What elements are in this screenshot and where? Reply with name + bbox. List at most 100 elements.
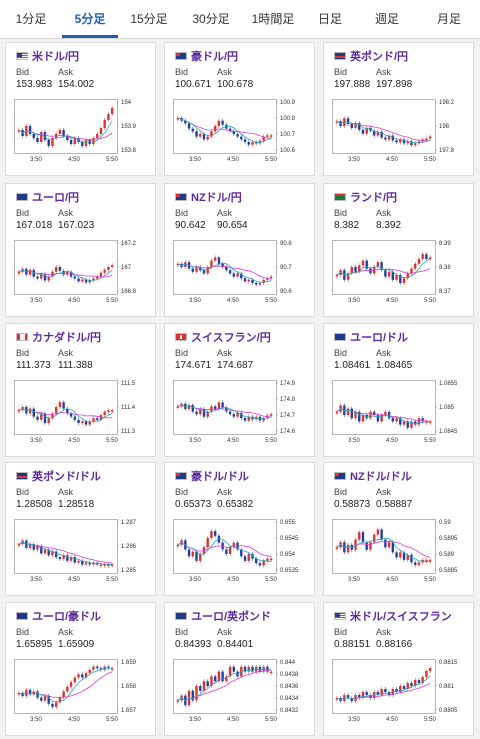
candle-body [176,544,180,547]
tab-3[interactable]: 30分足 [192,12,230,26]
pair-name[interactable]: 豪ドル/円 [191,51,239,63]
rate-card[interactable]: ユーロ/ドル Bid Ask 1.08461 1.08465 1.0855 1.085 1.0… [323,323,474,457]
candle-body [199,686,202,691]
y-tick-label: 8.37 [439,289,451,295]
pair-header: 英ポンド/ドル [16,469,101,483]
pair-header: ユーロ/豪ドル [16,609,101,623]
x-tick-label: 5:50 [106,157,118,163]
pair-name[interactable]: スイスフラン/円 [191,332,271,344]
candle-body [81,674,84,678]
pair-name[interactable]: 米ドル/スイスフラン [350,611,452,623]
y-tick-label: 1.287 [121,520,137,526]
candle-body [96,276,99,279]
candle-body [210,260,213,267]
y-tick-label: 0.655 [280,520,296,526]
candle-body [384,539,387,548]
y-tick-label: 167 [121,265,132,271]
rate-card[interactable]: 米ドル/スイスフラン Bid Ask 0.88151 0.88166 0.8815 0.88… [323,602,474,736]
candle-body [410,268,413,274]
tab-7[interactable]: 月足 [436,12,461,26]
y-tick-label: 0.8432 [280,708,299,714]
rate-card[interactable]: 英ポンド/円 Bid Ask 197.888 197.898 198.2 198 197.8 3… [323,42,474,176]
candle-body [350,408,353,419]
pair-name[interactable]: ユーロ/英ポンド [191,611,272,623]
tab-6[interactable]: 週足 [374,12,399,26]
pair-header: 米ドル/円 [16,49,79,63]
tab-4[interactable]: 1時間足 [251,12,295,26]
tab-5[interactable]: 日足 [317,12,342,26]
candle-body [358,411,361,422]
pair-name[interactable]: ランド/円 [350,192,398,204]
pair-name[interactable]: 英ポンド/ドル [32,471,102,483]
candle-body [410,683,413,686]
bid-label: Bid [175,487,189,497]
candle-body [88,421,91,425]
pair-header: ランド/円 [334,190,397,204]
candle-body [346,695,350,698]
candle-body [28,689,32,695]
candle-body [88,280,91,283]
ma-short-line [177,262,272,283]
candle-body [92,278,95,281]
tab-1[interactable]: 5分足 [62,0,118,38]
candle-body [225,676,228,682]
rate-card[interactable]: スイスフラン/円 Bid Ask 174.671 174.687 174.9 174.8 17… [164,323,315,457]
candle-body [372,534,376,543]
candle-body [210,676,213,686]
candle-body [73,557,77,563]
tab-2[interactable]: 15分足 [130,12,168,26]
pair-name[interactable]: NZドル/円 [191,192,242,204]
candle-body [210,131,213,137]
candle-body [107,564,110,566]
rate-card[interactable]: カナダドル/円 Bid Ask 111.373 111.388 111.5 111.4 111… [5,323,156,457]
candle-body [255,283,258,285]
pair-name[interactable]: 英ポンド/円 [350,51,409,63]
price-chart: 0.59 0.5895 0.589 0.5885 3:50 4:50 5:50 [332,519,468,583]
candle-body [221,263,224,267]
candle-body [228,411,232,415]
tab-0[interactable]: 1分足 [15,12,47,26]
price-chart: 111.5 111.4 111.3 3:50 4:50 5:50 [14,380,150,444]
rate-card[interactable]: NZドル/円 Bid Ask 90.642 90.654 90.8 90.7 90.6 3:50… [164,183,315,317]
pair-header: スイスフラン/円 [175,330,271,344]
candle-body [425,254,428,259]
price-chart: 90.8 90.7 90.6 3:50 4:50 5:50 [173,240,309,304]
candle-body [402,278,406,283]
candle-body [266,558,269,561]
candle-body [32,544,35,550]
candle-body [361,532,365,543]
pair-name[interactable]: ユーロ/円 [32,192,80,204]
rate-card[interactable]: 英ポンド/ドル Bid Ask 1.28508 1.28518 1.287 1.286 1.2… [5,462,156,596]
candle-body [376,692,380,695]
price-chart: 154 153.9 153.8 3:50 4:50 5:50 [14,99,150,163]
rate-card[interactable]: ユーロ/英ポンド Bid Ask 0.84393 0.84401 0.844 0.8438 0… [164,602,315,736]
pair-name[interactable]: ユーロ/ドル [350,332,409,344]
rate-card[interactable]: 米ドル/円 Bid Ask 153.983 154.002 154 153.9 153.8 3:… [5,42,156,176]
rate-card[interactable]: NZドル/ドル Bid Ask 0.58873 0.58887 0.59 0.5895 0.5… [323,462,474,596]
rate-card[interactable]: ユーロ/豪ドル Bid Ask 1.65895 1.65909 1.659 1.658 1.6… [5,602,156,736]
x-tick-label: 3:50 [348,438,360,444]
rate-card[interactable]: 豪ドル/ドル Bid Ask 0.65373 0.65382 0.655 0.6545 0.6… [164,462,315,596]
candle-body [51,551,54,556]
candle-body [58,557,62,559]
pair-name[interactable]: カナダドル/円 [32,332,102,344]
candle-body [335,698,339,700]
candle-body [92,666,95,670]
pair-name[interactable]: 米ドル/円 [32,51,80,63]
candle-body [395,552,398,558]
rate-card[interactable]: 豪ドル/円 Bid Ask 100.671 100.678 100.9 100.8 100.7… [164,42,315,176]
candle-body [43,273,47,281]
price-chart: 0.844 0.8438 0.8436 0.8434 0.8432 3:50 4:50 5:5… [173,659,309,723]
y-tick-label: 0.59 [439,520,451,526]
rate-card[interactable]: ユーロ/円 Bid Ask 167.018 167.023 167.2 167 166.8 3:… [5,183,156,317]
pair-name[interactable]: NZドル/ドル [350,471,412,483]
pair-name[interactable]: 豪ドル/ドル [191,471,250,483]
candle-body [77,674,80,678]
rate-card[interactable]: ランド/円 Bid Ask 8.382 8.392 8.39 8.38 8.37 3:50 4:5… [323,183,474,317]
pair-name[interactable]: ユーロ/豪ドル [32,611,102,623]
x-tick-label: 5:50 [106,298,118,304]
price-chart: 1.0855 1.085 1.0845 3:50 4:50 5:50 [332,380,468,444]
y-tick-label: 0.844 [280,660,296,666]
candle-body [92,138,95,144]
candle-body [258,563,262,566]
